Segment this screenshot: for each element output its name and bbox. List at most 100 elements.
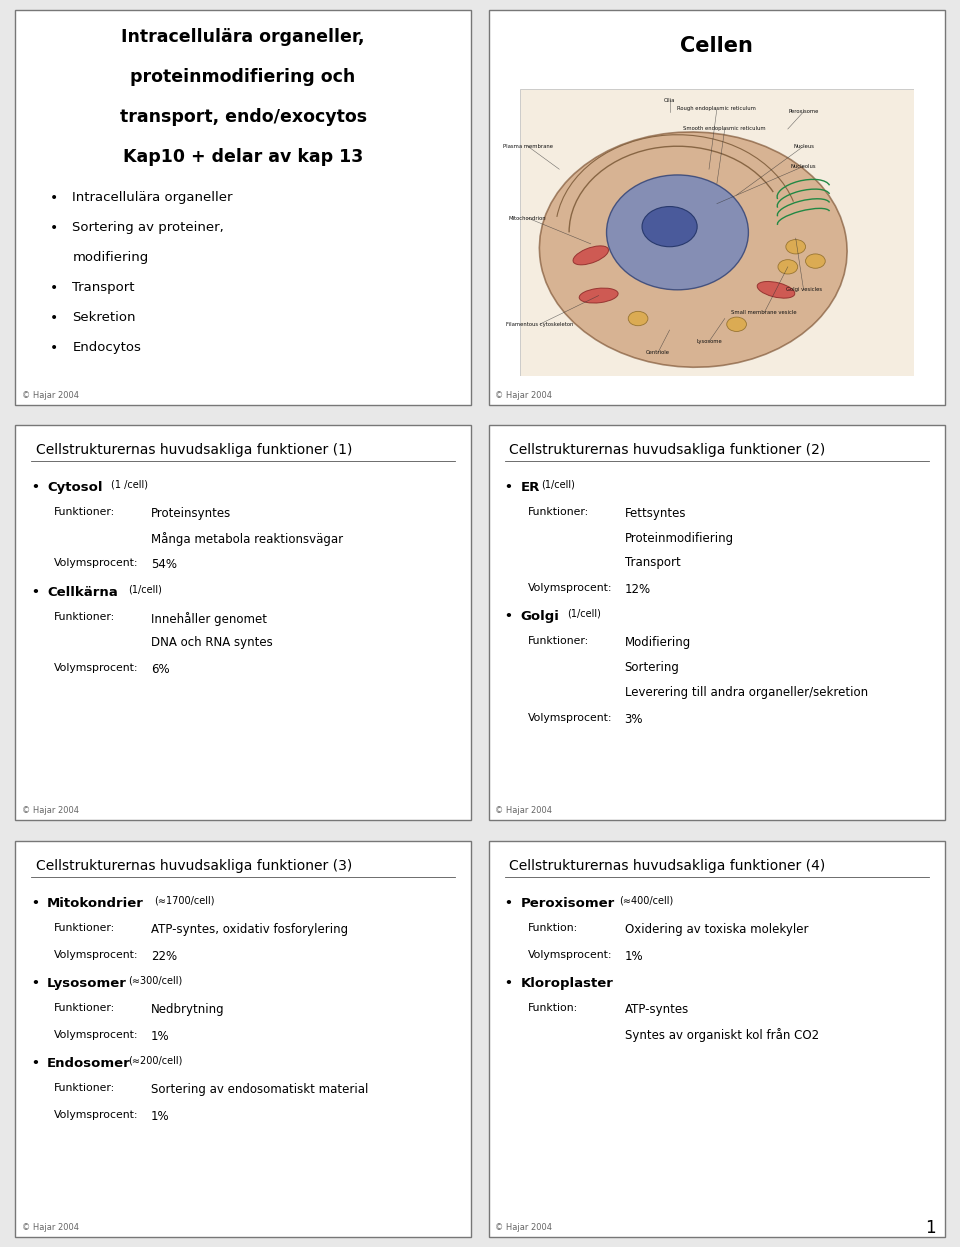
Text: (≈200/cell): (≈200/cell)	[129, 1056, 182, 1066]
Text: © Hajar 2004: © Hajar 2004	[495, 1223, 552, 1232]
Text: 1: 1	[925, 1220, 936, 1237]
Text: Volymsprocent:: Volymsprocent:	[54, 1030, 138, 1040]
Text: ATP-syntes, oxidativ fosforylering: ATP-syntes, oxidativ fosforylering	[151, 923, 348, 936]
Text: •: •	[49, 222, 58, 236]
Text: transport, endo/exocytos: transport, endo/exocytos	[120, 107, 367, 126]
Text: Modifiering: Modifiering	[625, 636, 691, 650]
Text: Fettsyntes: Fettsyntes	[625, 506, 686, 520]
Text: 22%: 22%	[151, 950, 177, 963]
Text: modifiering: modifiering	[72, 252, 149, 264]
Text: •: •	[505, 611, 513, 624]
Text: •: •	[49, 312, 58, 325]
Text: •: •	[505, 481, 513, 494]
Text: Plasma membrane: Plasma membrane	[503, 143, 553, 148]
Text: •: •	[49, 342, 58, 355]
Text: •: •	[49, 192, 58, 206]
Text: 54%: 54%	[151, 559, 177, 571]
Text: ER: ER	[521, 481, 540, 494]
Text: Mitochondrion: Mitochondrion	[509, 216, 546, 221]
Text: (1 /cell): (1 /cell)	[110, 479, 148, 489]
Text: Transport: Transport	[625, 556, 681, 570]
Text: Intracellulära organeller,: Intracellulära organeller,	[121, 27, 365, 46]
Text: Cellstrukturernas huvudsakliga funktioner (1): Cellstrukturernas huvudsakliga funktione…	[36, 443, 352, 456]
Text: Kap10 + delar av kap 13: Kap10 + delar av kap 13	[123, 147, 363, 166]
Text: •: •	[505, 978, 513, 990]
FancyBboxPatch shape	[489, 425, 946, 821]
FancyBboxPatch shape	[14, 842, 471, 1237]
Text: Cellstrukturernas huvudsakliga funktioner (3): Cellstrukturernas huvudsakliga funktione…	[36, 859, 351, 873]
Text: Funktioner:: Funktioner:	[528, 506, 589, 518]
Text: •: •	[31, 978, 38, 990]
Text: Endocytos: Endocytos	[72, 342, 141, 354]
Text: Lysosomer: Lysosomer	[47, 978, 127, 990]
FancyBboxPatch shape	[14, 425, 471, 821]
Text: Peroxisome: Peroxisome	[788, 110, 819, 115]
Text: •: •	[31, 481, 38, 494]
Text: Volymsprocent:: Volymsprocent:	[528, 584, 612, 594]
Text: Mitokondrier: Mitokondrier	[47, 898, 144, 910]
Text: Golgi vesicles: Golgi vesicles	[785, 287, 822, 292]
Text: Syntes av organiskt kol från CO2: Syntes av organiskt kol från CO2	[625, 1029, 819, 1042]
Text: Intracellulära organeller: Intracellulära organeller	[72, 192, 233, 205]
Text: ATP-syntes: ATP-syntes	[625, 1004, 689, 1016]
Text: DNA och RNA syntes: DNA och RNA syntes	[151, 636, 273, 650]
Text: Cytosol: Cytosol	[47, 481, 103, 494]
Ellipse shape	[805, 254, 826, 268]
Text: Oxidering av toxiska molekyler: Oxidering av toxiska molekyler	[625, 923, 808, 936]
Ellipse shape	[628, 312, 648, 325]
Text: © Hajar 2004: © Hajar 2004	[22, 1223, 79, 1232]
Text: •: •	[49, 282, 58, 296]
Ellipse shape	[573, 246, 609, 264]
Text: Volymsprocent:: Volymsprocent:	[528, 950, 612, 960]
Text: Proteinsyntes: Proteinsyntes	[151, 506, 231, 520]
Text: Nucleus: Nucleus	[793, 143, 814, 148]
Text: Funktioner:: Funktioner:	[528, 636, 589, 646]
FancyBboxPatch shape	[520, 89, 914, 377]
Ellipse shape	[579, 288, 618, 303]
Text: proteinmodifiering och: proteinmodifiering och	[131, 67, 356, 86]
Ellipse shape	[727, 317, 747, 332]
Text: Innehåller genomet: Innehåller genomet	[151, 612, 267, 626]
Text: Cellen: Cellen	[681, 36, 754, 56]
Text: •: •	[31, 586, 38, 599]
Text: Small membrane vesicle: Small membrane vesicle	[732, 311, 797, 315]
Text: •: •	[31, 1057, 38, 1070]
Text: Många metabola reaktionsvägar: Många metabola reaktionsvägar	[151, 531, 343, 546]
Text: Peroxisomer: Peroxisomer	[521, 898, 615, 910]
FancyBboxPatch shape	[489, 842, 946, 1237]
Text: © Hajar 2004: © Hajar 2004	[22, 807, 79, 816]
Text: © Hajar 2004: © Hajar 2004	[495, 807, 552, 816]
FancyBboxPatch shape	[489, 10, 946, 405]
Text: Sortering: Sortering	[625, 661, 680, 675]
Text: Cilia: Cilia	[664, 97, 675, 102]
Text: Filamentous cytoskeleton: Filamentous cytoskeleton	[506, 322, 573, 327]
Text: 3%: 3%	[625, 713, 643, 726]
Text: (≈400/cell): (≈400/cell)	[619, 895, 674, 905]
Text: 1%: 1%	[151, 1030, 170, 1044]
Text: Sekretion: Sekretion	[72, 312, 136, 324]
Text: •: •	[505, 898, 513, 910]
Text: Funktion:: Funktion:	[528, 923, 578, 934]
Ellipse shape	[778, 259, 798, 274]
Text: Funktioner:: Funktioner:	[54, 923, 115, 934]
Text: Cellstrukturernas huvudsakliga funktioner (4): Cellstrukturernas huvudsakliga funktione…	[510, 859, 826, 873]
FancyBboxPatch shape	[14, 10, 471, 405]
Text: Funktioner:: Funktioner:	[54, 1004, 115, 1014]
Text: (≈1700/cell): (≈1700/cell)	[155, 895, 215, 905]
Text: Golgi: Golgi	[521, 611, 560, 624]
Text: Sortering av endosomatiskt material: Sortering av endosomatiskt material	[151, 1084, 369, 1096]
Text: (1/cell): (1/cell)	[567, 609, 601, 619]
Text: Volymsprocent:: Volymsprocent:	[54, 950, 138, 960]
Text: •: •	[31, 898, 38, 910]
Text: Cellkärna: Cellkärna	[47, 586, 118, 599]
Text: Funktioner:: Funktioner:	[54, 612, 115, 622]
Text: 1%: 1%	[625, 950, 643, 963]
Text: (≈300/cell): (≈300/cell)	[129, 976, 182, 986]
Text: 1%: 1%	[151, 1110, 170, 1124]
Ellipse shape	[607, 175, 749, 289]
Text: Nedbrytning: Nedbrytning	[151, 1004, 225, 1016]
Text: Sortering av proteiner,: Sortering av proteiner,	[72, 222, 225, 234]
Text: Volymsprocent:: Volymsprocent:	[528, 713, 612, 723]
Text: Volymsprocent:: Volymsprocent:	[54, 1110, 138, 1120]
Text: (1/cell): (1/cell)	[540, 479, 574, 489]
